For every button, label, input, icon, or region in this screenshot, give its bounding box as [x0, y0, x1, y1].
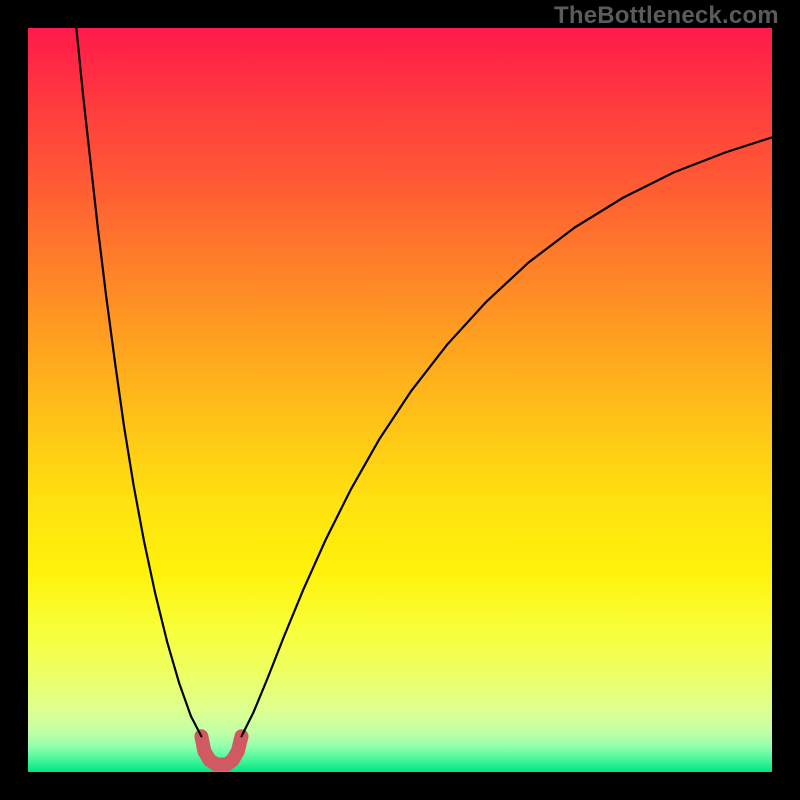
gradient-background	[28, 28, 772, 772]
figure-root: TheBottleneck.com	[0, 0, 800, 800]
plot-svg	[28, 28, 772, 772]
watermark-text: TheBottleneck.com	[554, 2, 779, 30]
plot-area	[28, 28, 772, 772]
